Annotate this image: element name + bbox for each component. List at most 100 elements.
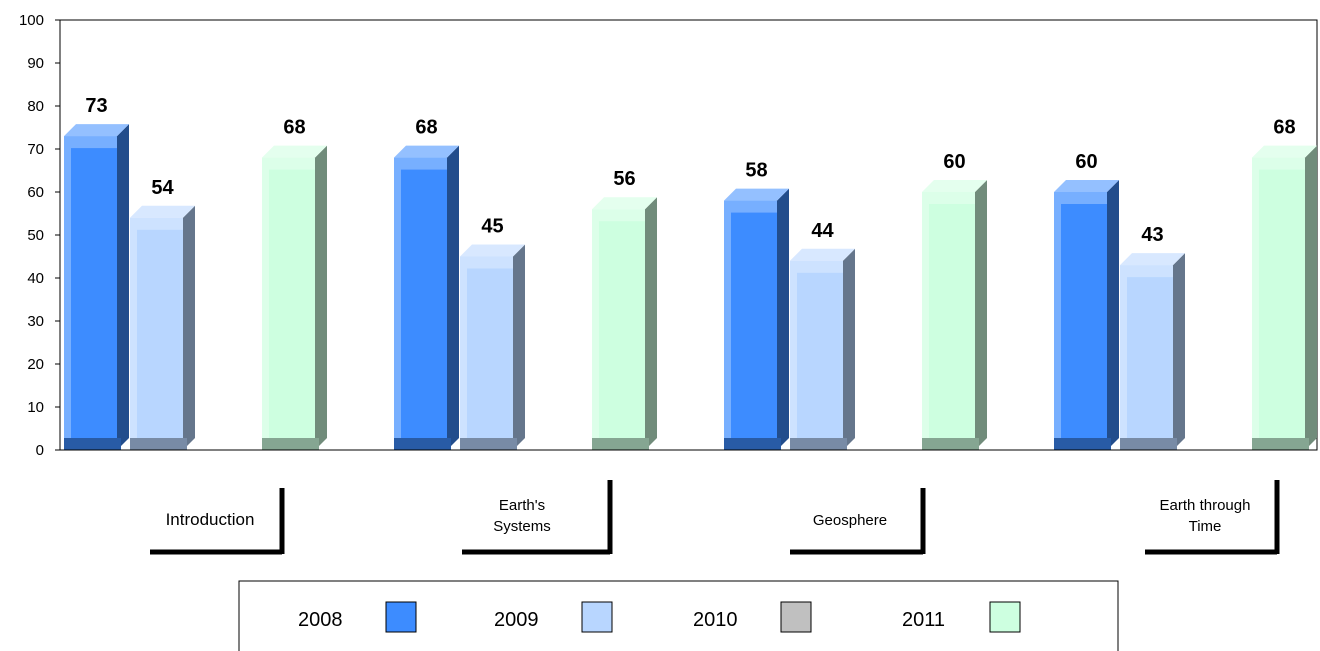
- data-labels: 73 54 68 68 45 56 58 44 60 60 43 68: [85, 95, 1295, 246]
- y-tick-label: 80: [27, 98, 44, 115]
- legend: 2008 2009 2010 2011: [238, 580, 1119, 651]
- bar: [790, 248, 855, 450]
- bar-inner: [929, 204, 975, 438]
- bar-inner: [71, 148, 117, 438]
- data-label: 68: [415, 117, 437, 139]
- bar-side-face: [1107, 180, 1119, 450]
- legend-swatch: [385, 601, 417, 633]
- category-text: Geosphere: [813, 512, 887, 529]
- bar-top-face: [1120, 253, 1185, 266]
- y-tick-label: 60: [27, 184, 44, 201]
- legend-label: 2008: [298, 609, 343, 631]
- legend-label: 2010: [693, 609, 738, 631]
- bar-side-face: [447, 145, 459, 450]
- legend-swatch: [780, 601, 812, 633]
- bar-top-face: [130, 205, 195, 218]
- bar-inner: [731, 212, 777, 438]
- bar-base: [1054, 438, 1111, 450]
- bar-inner: [467, 268, 513, 438]
- category-label: Earth's Systems: [462, 480, 613, 555]
- data-label: 58: [745, 160, 767, 182]
- category-text: Systems: [493, 518, 551, 535]
- category-text: Introduction: [166, 510, 255, 529]
- y-tick-label: 30: [27, 313, 44, 330]
- legend-swatch: [581, 601, 613, 633]
- bar-top-face: [922, 180, 987, 192]
- bar-top-face: [1252, 145, 1317, 158]
- bar: [130, 205, 195, 450]
- bar-side-face: [315, 145, 327, 450]
- bar-base: [460, 438, 517, 450]
- bar-base: [790, 438, 847, 450]
- legend-swatch: [989, 601, 1021, 633]
- legend-item: 2008: [298, 601, 417, 633]
- bar: [1252, 145, 1317, 450]
- y-tick-label: 20: [27, 356, 44, 373]
- bars: [60, 124, 1317, 451]
- category-text: Earth through: [1160, 497, 1251, 514]
- bar-base: [1120, 438, 1177, 450]
- bar-inner: [599, 221, 645, 438]
- bar-base: [922, 438, 979, 450]
- bar-side-face: [777, 188, 789, 450]
- y-tick-label: 50: [27, 227, 44, 244]
- y-tick-label: 40: [27, 270, 44, 287]
- category-label: Geosphere: [790, 488, 926, 555]
- data-label: 43: [1141, 224, 1163, 246]
- y-tick-label: 90: [27, 55, 44, 72]
- legend-item: 2009: [494, 601, 613, 633]
- bar-top-face: [64, 124, 129, 137]
- legend-label: 2011: [902, 609, 945, 631]
- data-label: 44: [811, 220, 834, 242]
- bar-top-face: [790, 248, 855, 261]
- bar-inner: [269, 169, 315, 438]
- bar-base: [262, 438, 319, 450]
- bar-inner: [1259, 169, 1305, 438]
- bar-base: [394, 438, 451, 450]
- bar-inner: [137, 229, 183, 438]
- bar: [262, 145, 327, 450]
- bar-base: [592, 438, 649, 450]
- bar-side-face: [645, 197, 657, 450]
- bar-base: [64, 438, 121, 450]
- bar-side-face: [843, 248, 855, 450]
- data-label: 60: [943, 151, 965, 173]
- legend-item: 2011: [902, 601, 1021, 633]
- category-text: Earth's: [499, 497, 545, 514]
- data-label: 56: [613, 168, 635, 190]
- bar-side-face: [1173, 253, 1185, 450]
- bar-base: [130, 438, 187, 450]
- data-label: 68: [1273, 117, 1295, 139]
- data-label: 45: [481, 216, 503, 238]
- legend-frame: [238, 580, 1119, 651]
- bar-inner: [1061, 204, 1107, 438]
- category-labels: Introduction Earth's Systems Geosphere Earth…: [150, 480, 1280, 555]
- bar-side-face: [1305, 145, 1317, 450]
- y-tick-label: 70: [27, 141, 44, 158]
- bar-top-face: [460, 244, 525, 257]
- bar: [1120, 253, 1185, 450]
- legend-label: 2009: [494, 609, 539, 631]
- y-tick-label: 0: [36, 442, 44, 459]
- bar-inner: [797, 272, 843, 438]
- bar: [394, 145, 459, 450]
- bar-base: [1252, 438, 1309, 450]
- bar-inner: [401, 169, 447, 438]
- bar-side-face: [513, 244, 525, 450]
- bar-top-face: [1054, 180, 1119, 192]
- bar: [592, 197, 657, 450]
- bar-top-face: [262, 145, 327, 158]
- y-tick-label: 10: [27, 399, 44, 416]
- legend-item: 2010: [693, 601, 812, 633]
- category-label: Introduction: [150, 488, 285, 555]
- data-label: 68: [283, 117, 305, 139]
- bar: [724, 188, 789, 450]
- bar: [64, 124, 129, 450]
- y-axis: 0 10 20 30 40 50 60 70 80 90 100: [19, 12, 60, 459]
- bar-side-face: [975, 180, 987, 450]
- bar: [922, 180, 987, 450]
- bar-inner: [1127, 277, 1173, 438]
- category-label: Earth through Time: [1145, 480, 1280, 555]
- bar-top-face: [394, 145, 459, 158]
